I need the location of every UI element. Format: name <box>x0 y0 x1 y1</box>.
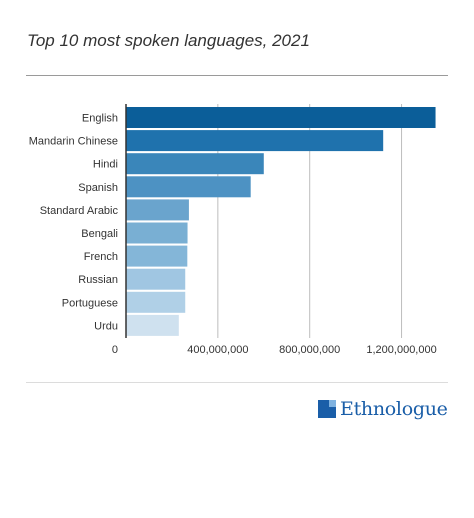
category-label: French <box>84 251 118 263</box>
bar <box>126 268 186 290</box>
category-label: Standard Arabic <box>40 205 119 217</box>
chart-title: Top 10 most spoken languages, 2021 <box>27 31 310 50</box>
category-label: Russian <box>78 274 118 286</box>
bar <box>126 107 436 128</box>
x-tick-label: 400,000,000 <box>187 344 248 356</box>
category-label: Bengali <box>81 228 118 240</box>
category-label: English <box>82 113 118 125</box>
bar-chart: English Mandarin Chinese Hindi Spanish Stand… <box>29 104 437 356</box>
bar <box>126 291 186 313</box>
brand-name: Ethnologue <box>340 398 448 420</box>
bar <box>126 245 188 267</box>
category-label: Hindi <box>93 159 118 171</box>
x-tick-label: 0 <box>112 344 118 356</box>
bar <box>126 199 189 221</box>
ethnologue-logo-icon <box>318 400 336 418</box>
footer-divider <box>26 382 448 383</box>
bar <box>126 314 179 336</box>
category-label: Mandarin Chinese <box>29 136 118 148</box>
category-label: Portuguese <box>62 297 118 309</box>
bar <box>126 176 251 198</box>
category-label: Spanish <box>78 182 118 194</box>
bar <box>126 153 264 175</box>
title-divider <box>26 75 448 76</box>
ethnologue-logo[interactable]: Ethnologue <box>318 397 448 421</box>
bar <box>126 130 384 152</box>
bar <box>126 222 188 244</box>
x-tick-label: 800,000,000 <box>279 344 340 356</box>
x-tick-label: 1,200,000,000 <box>366 344 436 356</box>
category-label: Urdu <box>94 320 118 332</box>
